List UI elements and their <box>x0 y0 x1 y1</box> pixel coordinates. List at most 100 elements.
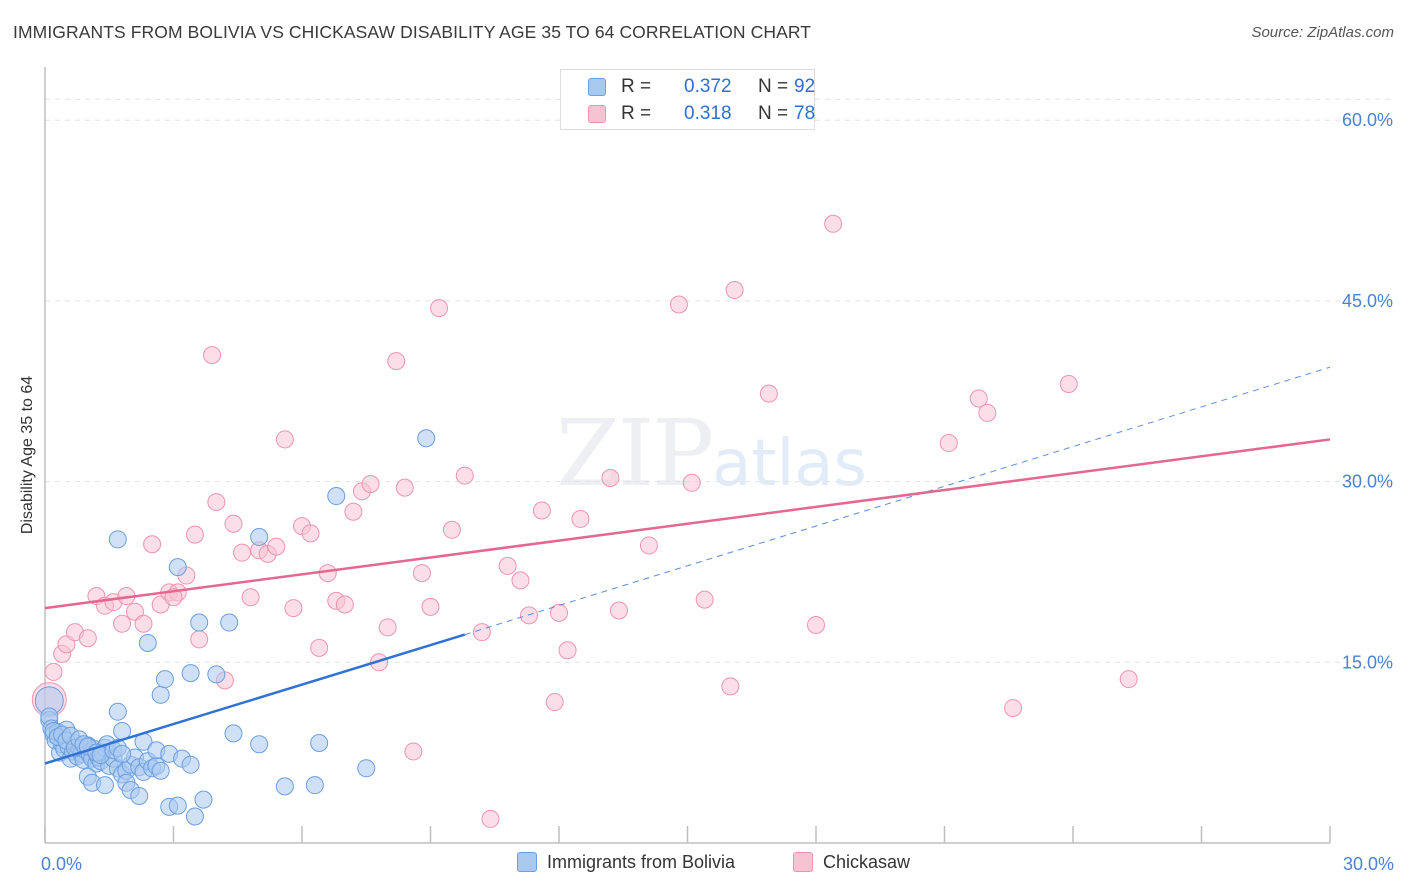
chickasaw-point <box>695 590 714 609</box>
chickasaw-point <box>725 281 744 300</box>
chickasaw-trend-line <box>44 438 1331 610</box>
chart-title: IMMIGRANTS FROM BOLIVIA VS CHICKASAW DIS… <box>13 22 812 42</box>
chickasaw-point <box>378 618 397 637</box>
y-tick-label: 60.0% <box>1342 110 1393 130</box>
bolivia-legend-swatch <box>517 852 537 872</box>
tick-labels: 15.0% 30.0% 45.0% 60.0% 0.0% 30.0% <box>41 110 1394 874</box>
y-tick-label: 15.0% <box>1342 652 1393 672</box>
chickasaw-point <box>520 606 539 625</box>
chickasaw-point <box>682 473 701 492</box>
chickasaw-point <box>224 514 243 533</box>
chickasaw-point <box>571 509 590 528</box>
bolivia-point <box>113 744 132 763</box>
chickasaw-point <box>203 346 222 365</box>
chickasaw-point <box>472 623 491 642</box>
n-value: 78 <box>794 103 816 124</box>
chickasaw-point <box>143 535 162 554</box>
chickasaw-point <box>1119 670 1138 689</box>
x-tick-label: 0.0% <box>41 854 82 874</box>
n-label: N = <box>758 103 789 124</box>
chickasaw-point <box>669 295 688 314</box>
chickasaw-point <box>318 564 337 583</box>
r-label: R = <box>621 76 652 97</box>
chickasaw-point <box>558 641 577 660</box>
bolivia-point <box>181 755 200 774</box>
bolivia-point <box>275 777 294 796</box>
chickasaw-point <box>310 638 329 657</box>
chickasaw-point <box>361 475 380 494</box>
chickasaw-point <box>267 537 286 556</box>
chickasaw-point <box>404 742 423 761</box>
chickasaw-point <box>978 403 997 422</box>
bolivia-point <box>250 735 269 754</box>
chickasaw-points <box>31 214 1138 828</box>
bolivia-legend-label: Immigrants from Bolivia <box>547 852 736 872</box>
chickasaw-point <box>1004 699 1023 718</box>
chickasaw-point <box>44 662 63 681</box>
bolivia-point <box>181 664 200 683</box>
bolivia-point <box>327 487 346 506</box>
chickasaw-point <box>190 630 209 649</box>
chickasaw-point <box>545 693 564 712</box>
chickasaw-point <box>498 556 517 575</box>
bolivia-point <box>357 759 376 778</box>
bolivia-point <box>155 670 174 689</box>
bolivia-point <box>185 807 204 826</box>
chickasaw-point <box>335 595 354 614</box>
bolivia-points <box>34 429 436 826</box>
bolivia-point <box>95 776 114 795</box>
chickasaw-point <box>639 536 658 555</box>
bolivia-point <box>207 665 226 684</box>
chickasaw-point <box>511 571 530 590</box>
bolivia-point <box>190 613 209 632</box>
chickasaw-legend-swatch <box>793 852 813 872</box>
r-label: R = <box>621 103 652 124</box>
chickasaw-point <box>301 524 320 543</box>
n-value: 92 <box>794 76 816 97</box>
chickasaw-point <box>609 601 628 620</box>
n-label: N = <box>758 76 789 97</box>
bolivia-trend-line <box>44 633 466 765</box>
trend-lines <box>44 366 1331 765</box>
x-tick-label: 30.0% <box>1343 854 1394 874</box>
chickasaw-point <box>807 615 825 634</box>
bolivia-point <box>108 530 127 549</box>
chickasaw-point <box>601 468 620 487</box>
chickasaw-point <box>275 430 294 449</box>
bolivia-point <box>305 776 324 795</box>
chickasaw-point <box>481 809 500 828</box>
chickasaw-legend-label: Chickasaw <box>823 852 911 872</box>
chickasaw-point <box>387 352 406 371</box>
chickasaw-point <box>824 214 843 233</box>
bolivia-swatch <box>588 78 606 96</box>
chickasaw-point <box>185 525 204 544</box>
chickasaw-point <box>233 543 252 562</box>
chickasaw-point <box>430 299 449 318</box>
chickasaw-point <box>412 564 431 583</box>
bolivia-point <box>224 724 243 743</box>
chickasaw-point <box>969 389 988 408</box>
r-value: 0.318 <box>684 103 732 124</box>
bolivia-point <box>220 613 239 632</box>
bolivia-point <box>310 734 329 753</box>
chickasaw-point <box>207 493 226 512</box>
y-tick-label: 30.0% <box>1342 472 1393 492</box>
chickasaw-point <box>134 614 153 633</box>
legend-item-bolivia: Immigrants from Bolivia <box>517 852 735 873</box>
chickasaw-swatch <box>588 105 606 123</box>
chickasaw-point <box>721 677 740 696</box>
bolivia-point <box>138 634 157 653</box>
bolivia-point <box>151 761 170 780</box>
chickasaw-point <box>939 434 958 453</box>
source-label: Source: ZipAtlas.com <box>1251 24 1394 41</box>
bolivia-point <box>168 558 187 577</box>
chickasaw-point <box>1059 375 1078 394</box>
chickasaw-point <box>284 599 303 618</box>
bolivia-point <box>250 528 269 547</box>
chickasaw-point <box>241 588 260 607</box>
chickasaw-point <box>455 466 474 485</box>
grid <box>45 98 1392 663</box>
chickasaw-point <box>78 629 97 648</box>
y-tick-label: 45.0% <box>1342 291 1393 311</box>
